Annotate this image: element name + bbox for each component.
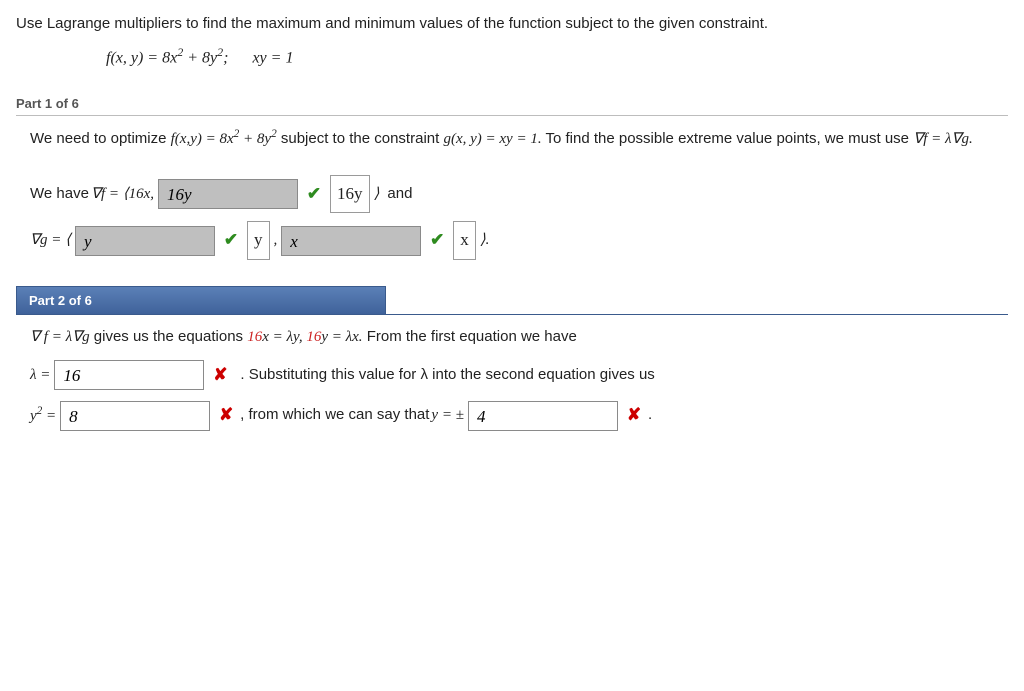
p1-f: To find the possible extreme value point… [545,130,913,147]
p1-b: f(x,y) = 8x [171,131,234,147]
lambda-lhs: λ = [30,361,50,390]
check-icon: ✔ [305,178,323,210]
part2-body: ∇ f = λ∇g gives us the equations 16x = λ… [30,323,1008,432]
answer-gradf-y: 16y [330,175,370,213]
input-ypm[interactable]: 4 [468,401,618,431]
gradg-sep: , [274,226,278,255]
check-icon: ✔ [222,224,240,256]
fn-tail: ; [223,50,228,67]
input-gradf-y[interactable]: 16y [158,179,298,209]
p2-d: From the first equation we have [367,328,577,345]
p2-l3-mid: , from which we can say that [240,401,429,430]
gradf-open: ∇f = ⟨16x, [91,180,154,209]
y2-lhs: y2 = [30,401,56,431]
input-gradg-1[interactable]: y [75,226,215,256]
input-y2[interactable]: 8 [60,401,210,431]
part2-tab-row: Part 2 of 6 [16,286,1008,315]
p2-b: gives us the equations [94,328,247,345]
check-icon: ✔ [428,224,446,256]
problem-prompt: Use Lagrange multipliers to find the max… [16,12,1008,35]
answer-gradg-2: x [453,221,476,259]
part2-tab: Part 2 of 6 [16,286,386,315]
ypm: y = ± [431,401,464,430]
p1-c: + 8y [239,131,271,147]
gradg-close: ⟩. [480,226,490,255]
given-function: f(x, y) = 8x2 + 8y2;xy = 1 [106,45,1008,67]
fn-constraint: xy = 1 [252,50,293,67]
part2-tab-line [386,286,1008,315]
fn-lhs: f(x, y) = 8x [106,50,177,67]
fn-mid: + 8y [183,50,217,67]
cross-icon: ✘ [211,359,229,391]
p1-a: We need to optimize [30,130,171,147]
input-lambda[interactable]: 16 [54,360,204,390]
p1-e: g(x, y) = xy = 1. [443,131,541,147]
p2-a: ∇ f = λ∇g [30,329,90,345]
p2-l2-after: . Substituting this value for λ into the… [240,361,654,390]
p1-d: subject to the constraint [281,130,444,147]
p1-l2-pre: We have [30,180,89,209]
gradf-close: ⟩ [374,180,380,209]
p2-l3-tail: . [648,401,652,430]
answer-gradg-1: y [247,221,270,259]
cross-icon: ✘ [625,399,643,431]
cross-icon: ✘ [217,399,235,431]
part1-label: Part 1 of 6 [16,96,1008,111]
gradg-open: ∇g = ⟨ [30,226,71,255]
input-gradg-2[interactable]: x [281,226,421,256]
part1-body: We need to optimize f(x,y) = 8x2 + 8y2 s… [30,124,1008,260]
p1-g: ∇f = λ∇g. [913,131,973,147]
p1-and: and [387,180,412,209]
divider [16,115,1008,116]
